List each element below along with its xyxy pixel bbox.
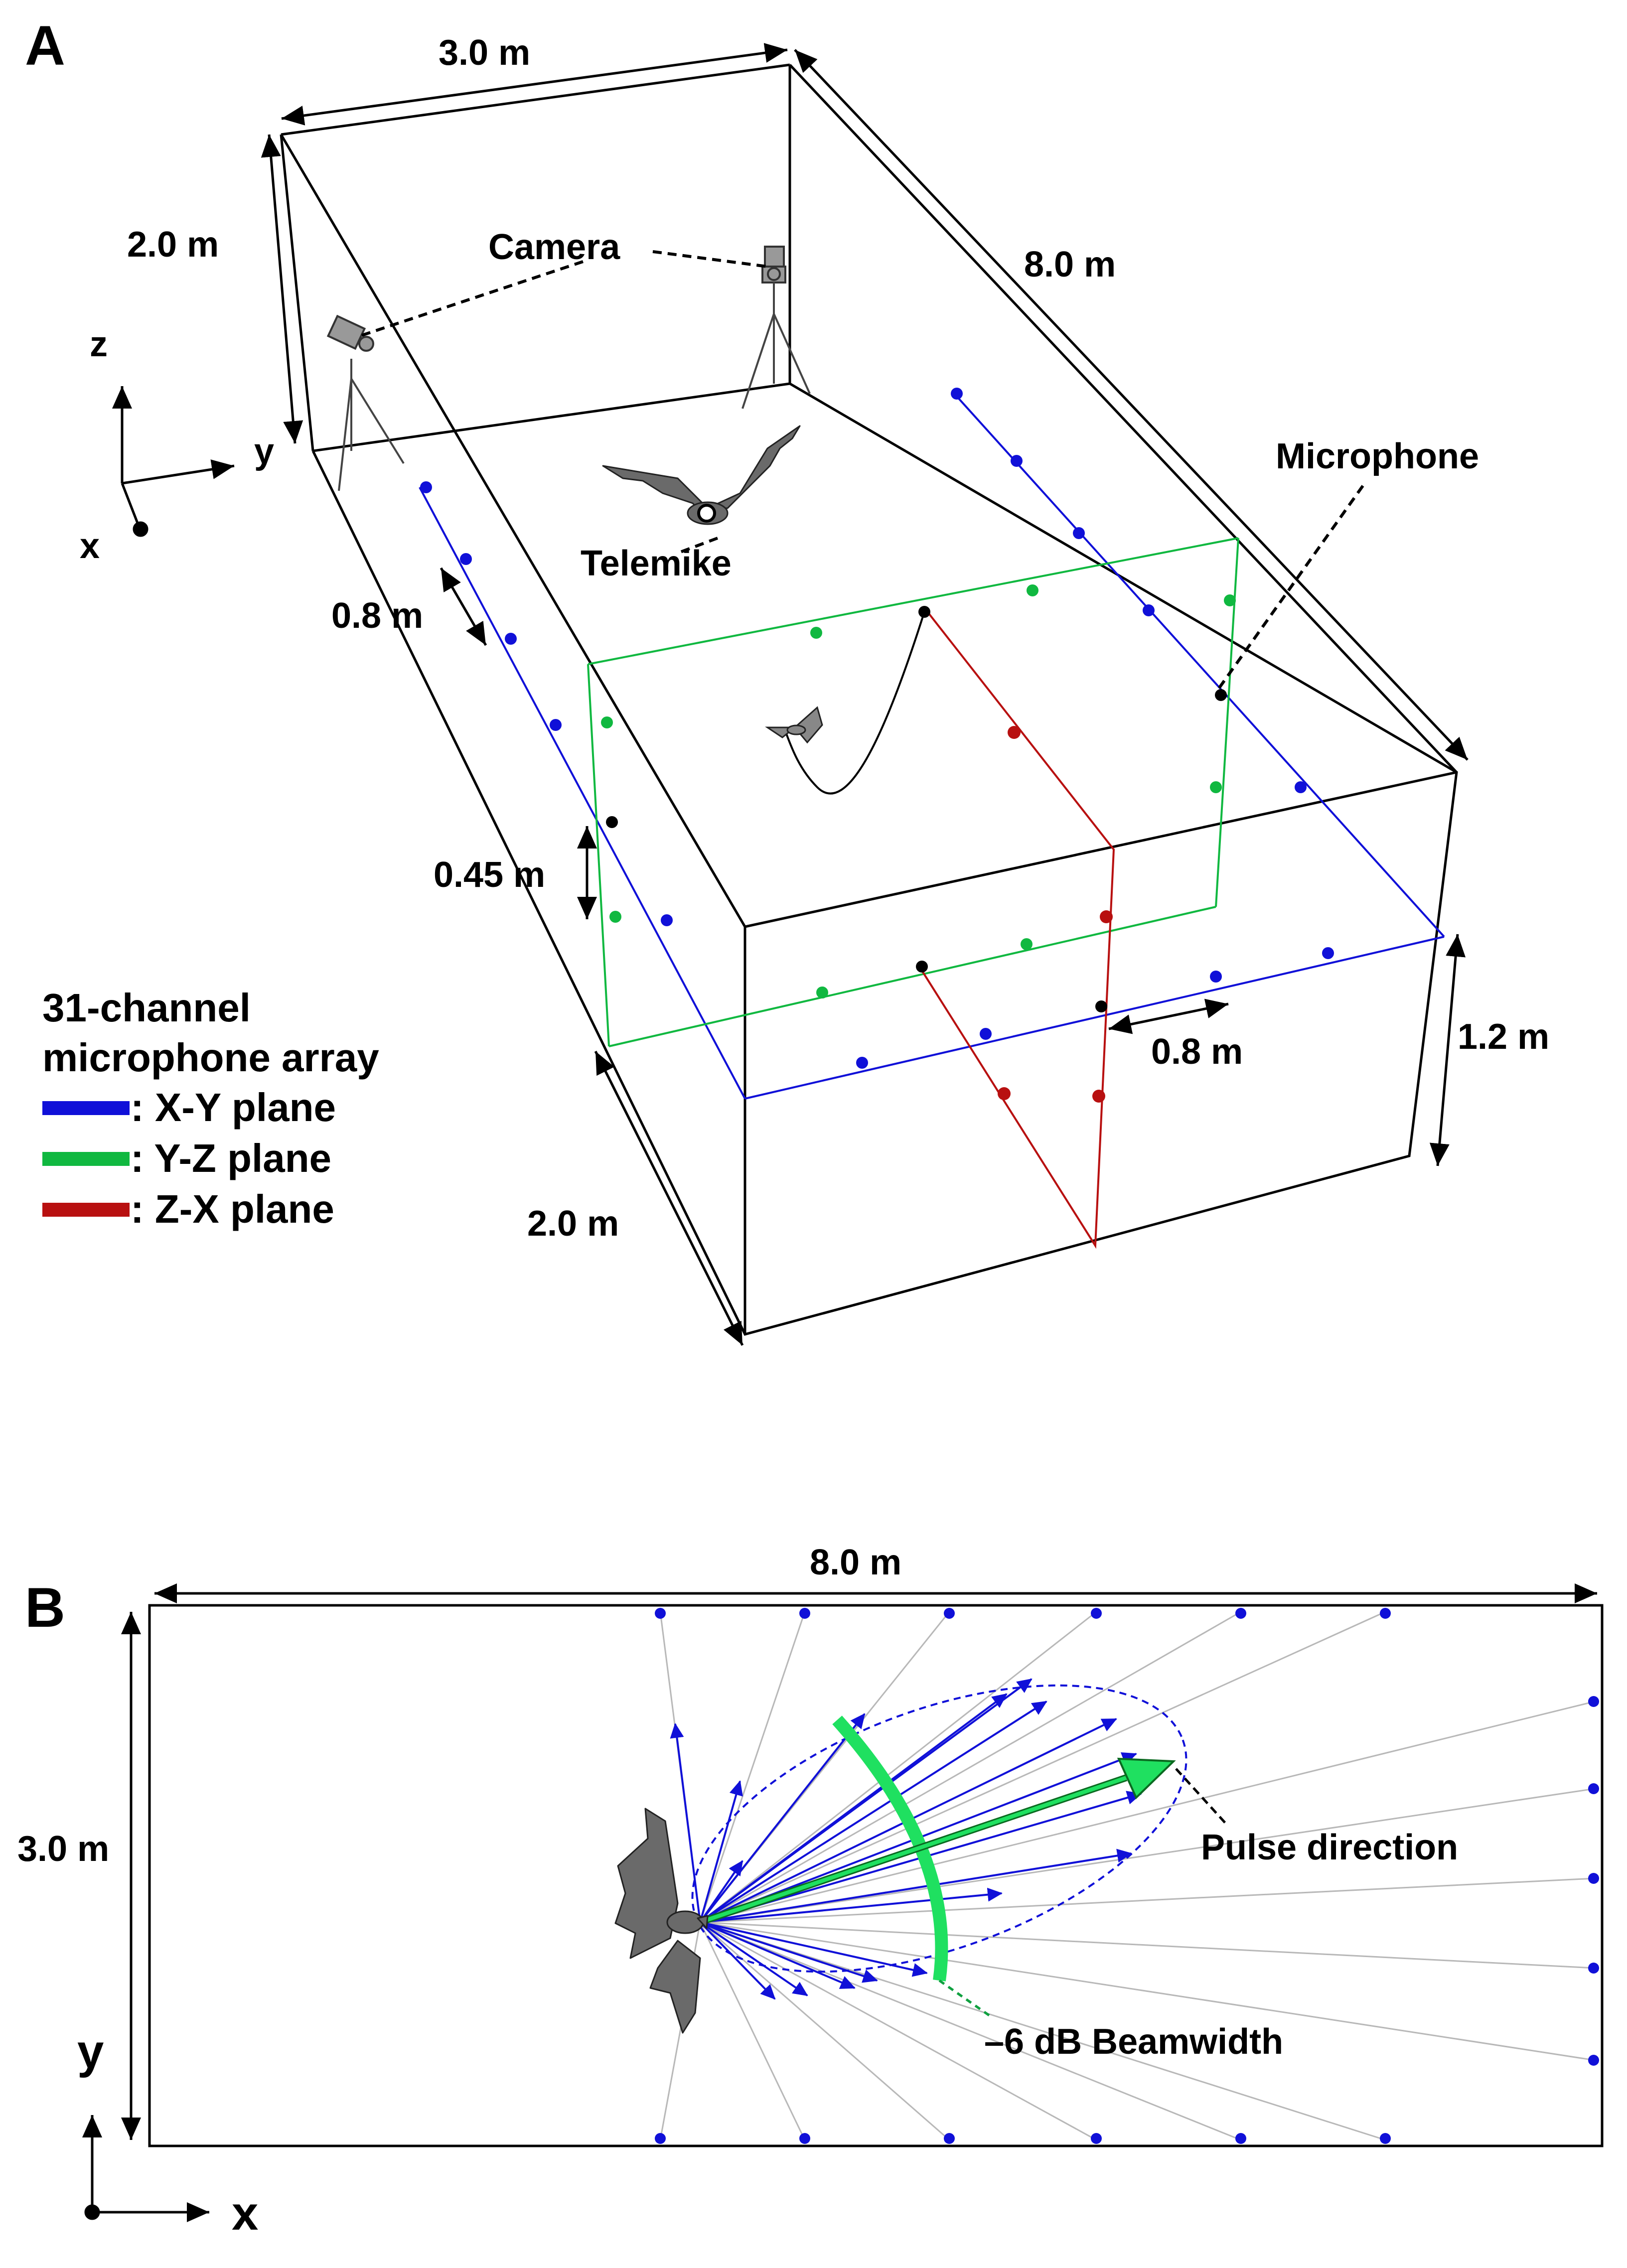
axis-x-label-b: x [232, 2187, 258, 2240]
beam-rays [670, 1678, 1142, 2000]
top-length-label: 8.0 m [810, 1543, 901, 1582]
legend-swatch-xy [42, 1101, 130, 1115]
axis-y-label-b: y [77, 2025, 104, 2078]
legend: 31-channel microphone array : X-Y plane … [42, 986, 379, 1231]
room-top-view [148, 1604, 1604, 2147]
mic-spacing-label: 0.8 m [331, 596, 423, 636]
panel-b: B 8.0 m 3.0 m [17, 1543, 1604, 2240]
room-width-label: 3.0 m [439, 33, 530, 73]
axes-b [82, 2115, 209, 2222]
legend-swatch-zx [42, 1203, 130, 1217]
panel-a-letter: A [25, 14, 65, 77]
yz-plane-lines [587, 537, 1239, 1047]
beamwidth-label: –6 dB Beamwidth [984, 2022, 1283, 2062]
dimension-arrows-a [261, 43, 1469, 1346]
bat-top-view-icon [614, 1808, 709, 2034]
zx-plane-lines [918, 607, 1115, 1249]
vertical-spacing-label: 0.45 m [434, 855, 545, 895]
legend-label-zx: : Z-X plane [131, 1187, 334, 1231]
legend-swatch-yz [42, 1152, 130, 1166]
moth-flight-path [784, 611, 925, 795]
microphone-label: Microphone [1276, 436, 1479, 476]
camera-label: Camera [488, 227, 620, 267]
leader-lines [358, 250, 1364, 694]
room-height-label: 2.0 m [127, 225, 219, 265]
legend-label-yz: : Y-Z plane [131, 1136, 331, 1180]
top-width-label: 3.0 m [17, 1829, 109, 1869]
beamwidth-leader [938, 1979, 990, 2017]
top-microphones [655, 1608, 1599, 2144]
axis-x-label: x [80, 526, 100, 566]
pulse-direction-label: Pulse direction [1201, 1828, 1458, 1867]
shared-microphones [606, 606, 1227, 1012]
axes-a [112, 386, 235, 537]
panel-b-letter: B [25, 1576, 65, 1639]
yz-microphones [601, 584, 1236, 998]
floor-depth-label: 2.0 m [527, 1204, 619, 1244]
legend-label-xy: : X-Y plane [131, 1085, 336, 1130]
camera-left-icon [326, 314, 405, 491]
pulse-direction-arrow [699, 1757, 1176, 1926]
moth-icon [765, 706, 823, 744]
dimension-arrows-b [121, 1583, 1597, 2140]
room-box [280, 63, 1458, 1336]
axis-z-label: z [90, 324, 108, 364]
telemike-icon [697, 504, 716, 523]
xy-plane-lines [419, 393, 1445, 1100]
mic-spacing-2-label: 0.8 m [1151, 1032, 1243, 1072]
legend-title-line1: 31-channel [42, 986, 251, 1030]
telemike-label: Telemike [581, 544, 732, 583]
array-height-label: 1.2 m [1458, 1017, 1549, 1057]
panel-a: A [25, 14, 1549, 1346]
camera-right-icon [741, 246, 811, 409]
beamwidth-arc [832, 1715, 948, 1982]
legend-title-line2: microphone array [42, 1035, 379, 1080]
axis-y-label: y [254, 431, 274, 471]
room-length-label: 8.0 m [1024, 245, 1116, 284]
zx-microphones [998, 726, 1113, 1103]
bat-icon [602, 425, 801, 525]
xy-microphones [420, 388, 1334, 1069]
